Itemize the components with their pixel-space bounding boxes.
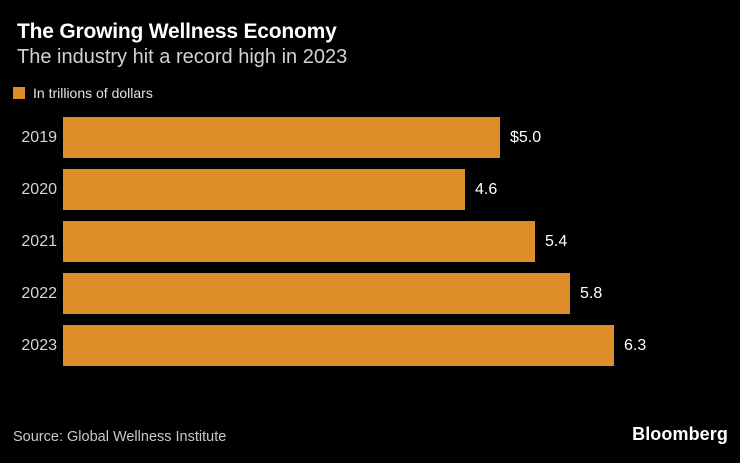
year-label: 2020 bbox=[21, 180, 57, 198]
value-label: 5.4 bbox=[545, 232, 568, 250]
bar bbox=[63, 325, 614, 366]
chart-title: The Growing Wellness Economy bbox=[17, 20, 337, 43]
year-label: 2022 bbox=[21, 284, 57, 302]
value-label: 6.3 bbox=[624, 336, 647, 354]
legend-swatch-icon bbox=[13, 87, 25, 99]
source-note: Source: Global Wellness Institute bbox=[13, 429, 227, 445]
year-label: 2023 bbox=[21, 336, 57, 354]
year-label: 2021 bbox=[21, 232, 57, 250]
bar bbox=[63, 273, 570, 314]
chart-subtitle: The industry hit a record high in 2023 bbox=[17, 46, 348, 68]
bar-chart: 2019 $5.0 2020 4.6 2021 5.4 2022 5.8 2023 6.3 bbox=[0, 117, 740, 377]
bar-row: 2021 5.4 bbox=[0, 221, 740, 262]
legend-label: In trillions of dollars bbox=[33, 85, 153, 101]
bar bbox=[63, 169, 465, 210]
year-label: 2019 bbox=[21, 128, 57, 146]
bar bbox=[63, 117, 500, 158]
bloomberg-logo: Bloomberg bbox=[632, 424, 728, 444]
value-label: 5.8 bbox=[580, 284, 603, 302]
bar-row: 2020 4.6 bbox=[0, 169, 740, 210]
bar-row: 2022 5.8 bbox=[0, 273, 740, 314]
legend: In trillions of dollars bbox=[13, 85, 153, 101]
bar bbox=[63, 221, 535, 262]
bar-row: 2019 $5.0 bbox=[0, 117, 740, 158]
value-label: $5.0 bbox=[510, 128, 542, 146]
bar-row: 2023 6.3 bbox=[0, 325, 740, 366]
value-label: 4.6 bbox=[475, 180, 498, 198]
